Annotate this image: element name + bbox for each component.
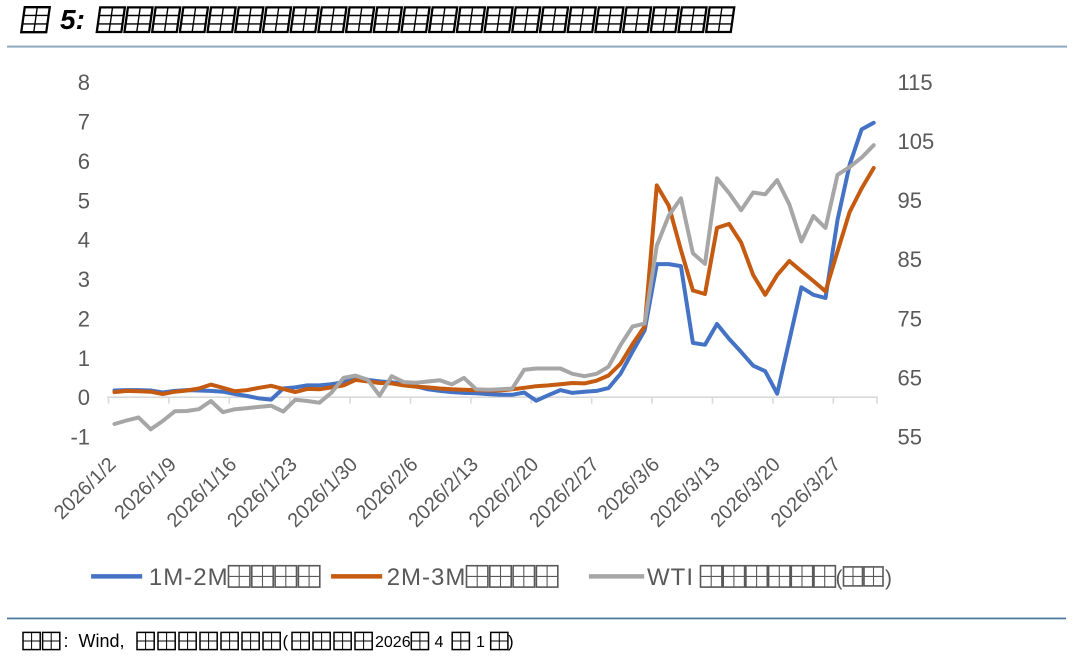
svg-text:(: (	[283, 632, 289, 651]
svg-text:7: 7	[78, 110, 90, 135]
svg-text:3: 3	[78, 267, 90, 292]
svg-text:4: 4	[435, 634, 444, 651]
svg-text:(: (	[836, 567, 843, 590]
svg-text:55: 55	[898, 424, 922, 449]
svg-text:1: 1	[476, 634, 485, 651]
svg-text:): )	[885, 567, 892, 590]
svg-text:2M-3M: 2M-3M	[387, 564, 467, 591]
svg-text:4: 4	[78, 228, 90, 253]
svg-text:105: 105	[898, 129, 935, 154]
svg-text:6: 6	[78, 149, 90, 174]
svg-text:65: 65	[898, 365, 922, 390]
svg-text:1: 1	[78, 346, 90, 371]
svg-text:2: 2	[78, 306, 90, 331]
svg-text:1M-2M: 1M-2M	[149, 564, 229, 591]
svg-text:8: 8	[78, 70, 90, 95]
svg-text::: :	[64, 631, 69, 651]
svg-text:2026: 2026	[375, 634, 411, 651]
svg-text:85: 85	[898, 247, 922, 272]
svg-text:5: 5	[78, 188, 90, 213]
svg-text:5:: 5:	[60, 4, 85, 35]
svg-text:Wind,: Wind,	[79, 631, 125, 651]
svg-text:): )	[508, 632, 514, 651]
svg-text:95: 95	[898, 188, 922, 213]
svg-text:0: 0	[78, 385, 90, 410]
svg-text:115: 115	[898, 70, 933, 95]
svg-text:-1: -1	[70, 425, 90, 450]
svg-text:WTI: WTI	[647, 564, 694, 591]
svg-text:75: 75	[898, 306, 922, 331]
